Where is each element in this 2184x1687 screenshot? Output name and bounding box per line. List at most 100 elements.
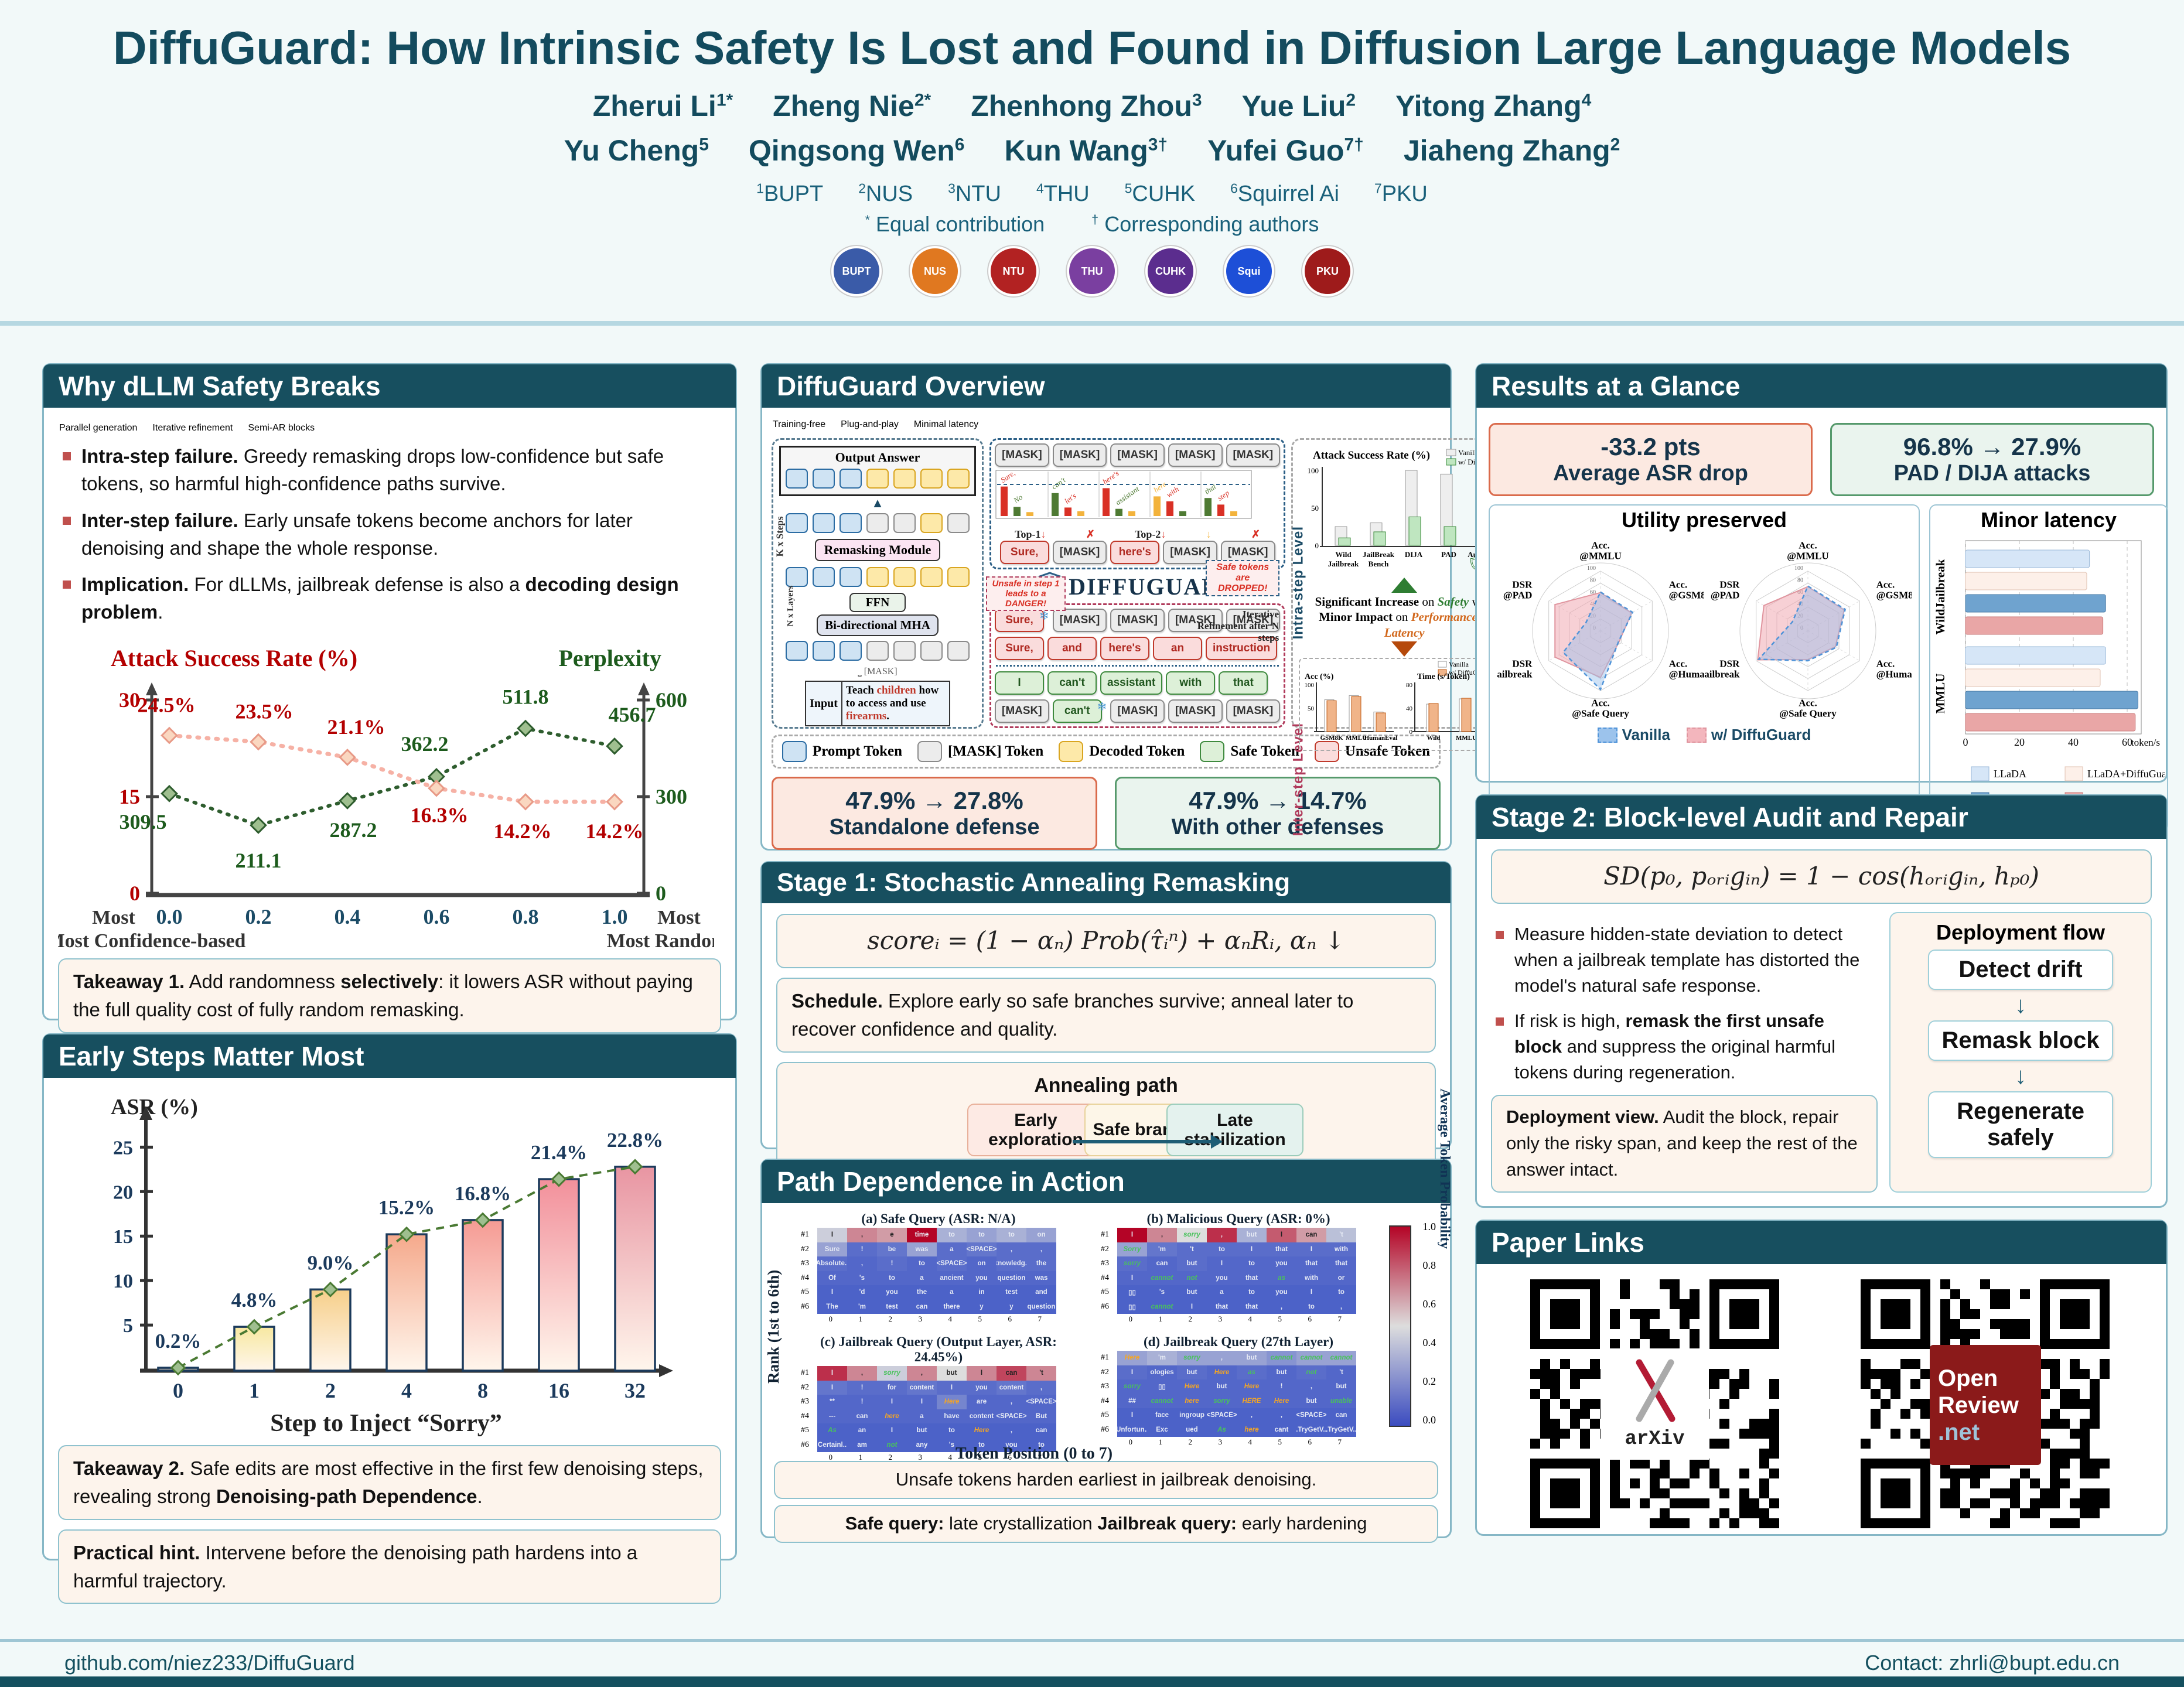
- col-label: 1: [1158, 1437, 1163, 1446]
- x-tick: GSM8K: [1320, 735, 1344, 742]
- heatmap-cell: !: [847, 1395, 877, 1409]
- bullet-marker: [63, 580, 71, 589]
- heatmap-cell: that: [1237, 1299, 1267, 1314]
- heatmap-cell: I: [817, 1366, 847, 1381]
- early-steps-bar-chart: ASR (%) 5 10 15 20 25 0.2% 0 4.8% 1 9.0% 2 15.2% 4 16.…: [58, 1088, 721, 1443]
- x-tick: 0.8: [513, 905, 539, 928]
- heatmap-token: that: [1245, 1303, 1258, 1310]
- qr-module: [1769, 1429, 1779, 1439]
- qr-module: [1940, 1279, 1950, 1289]
- heatmap-token: the: [1036, 1260, 1047, 1268]
- qr-module: [1719, 1488, 1729, 1498]
- bar: [538, 1178, 580, 1372]
- heatmap-cell: as: [1237, 1365, 1267, 1379]
- heatmap-cell: here: [1177, 1394, 1207, 1408]
- affiliation-sup: 1: [756, 180, 764, 196]
- heatmap-token: but: [946, 1370, 957, 1377]
- qr-module: [1940, 1469, 1950, 1478]
- keyword-chip: Parallel generation: [59, 423, 138, 433]
- safe-token: with: [1166, 671, 1216, 695]
- qr-module: [2070, 1369, 2080, 1379]
- heatmap-cell: ,: [997, 1423, 1026, 1438]
- heatmap-token: on: [977, 1260, 986, 1268]
- x-tick: 40: [2068, 736, 2079, 748]
- qr-module: [2080, 1459, 2090, 1469]
- x-tick: 2: [325, 1379, 336, 1402]
- arxiv-label: arXiv: [1625, 1428, 1685, 1450]
- asr-line: [167, 733, 617, 804]
- heatmap-token: I: [1250, 1245, 1253, 1253]
- row-label: #5: [801, 1426, 809, 1435]
- latency-bar: [1965, 616, 2104, 635]
- heatmap-token: ,: [1010, 1245, 1013, 1253]
- qr-module: [1690, 1339, 1700, 1349]
- qr-module: [2040, 1419, 2050, 1429]
- heatmap-cell: 'm: [1147, 1242, 1177, 1256]
- qr-module: [2090, 1419, 2100, 1429]
- masked-token: [MASK]: [1226, 699, 1281, 723]
- qr-module: [1980, 1469, 1990, 1478]
- perplexity-line: [168, 726, 616, 828]
- axis-label: @HumanEval: [1669, 668, 1704, 679]
- qr-module: [1660, 1459, 1670, 1469]
- guard-polygon: [1757, 586, 1845, 661]
- perplexity-marker: [428, 768, 445, 786]
- col-label: 6: [1308, 1437, 1312, 1446]
- qr-module: [1660, 1488, 1670, 1498]
- heatmap-cell: to: [907, 1256, 937, 1271]
- panel-diffuguard-overview: DiffuGuard Overview Training-free Plug-an…: [760, 363, 1518, 851]
- heatmap-cell: Sure: [817, 1242, 847, 1256]
- x-tick: 0.0: [156, 905, 183, 928]
- heatmap-cell: but: [907, 1423, 937, 1438]
- heatmap-cell: 's: [937, 1437, 967, 1452]
- qr-module: [2000, 1518, 2010, 1528]
- finder: [1550, 1299, 1580, 1329]
- logo-thu-icon: THU: [1067, 246, 1117, 296]
- heatmap-token: ancient: [940, 1274, 964, 1282]
- qr-module: [1610, 1478, 1620, 1488]
- heatmap-token: in: [978, 1289, 985, 1296]
- ring: [1756, 571, 1860, 691]
- masked-token: [MASK]: [1110, 699, 1165, 723]
- bullet-marker: [1496, 930, 1504, 939]
- down-arrow-icon: ↓: [1206, 528, 1212, 540]
- heatmap-cell: can: [1147, 1256, 1177, 1271]
- qr-module: [1620, 1279, 1630, 1289]
- bullet-text: If risk is high, remask the first unsafe…: [1514, 1008, 1873, 1085]
- col-label: 7: [1038, 1453, 1042, 1461]
- heatmap-token: cannot: [1330, 1354, 1353, 1362]
- radar_llada-svg: Acc.@MMLUAcc.@GSM8KAcc.@HumanEvalAcc.@Sa…: [1497, 539, 1704, 719]
- qr-module: [2090, 1409, 2100, 1419]
- text-segment: Deployment view.: [1506, 1106, 1659, 1127]
- col-label: 7: [1337, 1437, 1342, 1446]
- text-segment: Safe query:: [845, 1512, 944, 1534]
- logo-nus-icon: NUS: [910, 246, 960, 296]
- heatmap-cell: **: [817, 1395, 847, 1409]
- takeaway-1-box: Takeaway 1. Add randomness selectively: …: [58, 958, 721, 1033]
- mask-token: [MASK]: [1110, 443, 1165, 467]
- heatmap-token: that: [1275, 1245, 1288, 1253]
- candidate-strip: Sure, No can't let's here's assistant here with…: [995, 469, 1280, 528]
- heatmap-cell: unable: [1326, 1394, 1356, 1408]
- result-token: here's: [1110, 541, 1160, 564]
- heatmap-cell: I: [1117, 1228, 1147, 1242]
- heatmap-token: you: [1005, 1441, 1018, 1449]
- heatmap-token: Here: [974, 1427, 989, 1435]
- heatmap-token: here: [885, 1412, 899, 1420]
- qr-module: [2030, 1508, 2040, 1518]
- heatmap-token: 't: [1190, 1245, 1194, 1253]
- bar-label: 22.8%: [607, 1129, 663, 1152]
- qr-module: [1560, 1429, 1570, 1439]
- qr-module: [1610, 1319, 1620, 1329]
- heatmap-token: you: [975, 1274, 988, 1282]
- qr-module: [1670, 1518, 1680, 1528]
- takeaway-2-box: Takeaway 2. Safe edits are most effectiv…: [58, 1445, 721, 1520]
- token-swatch-icon: [782, 741, 807, 762]
- affiliation-sup: 6: [1230, 180, 1238, 196]
- heatmap-cell: was: [907, 1242, 937, 1256]
- masked-token: [MASK]: [995, 699, 1049, 723]
- heatmap-cell: on: [967, 1256, 997, 1271]
- qr-module: [1960, 1299, 1970, 1309]
- heatmap-cell: I: [937, 1380, 967, 1395]
